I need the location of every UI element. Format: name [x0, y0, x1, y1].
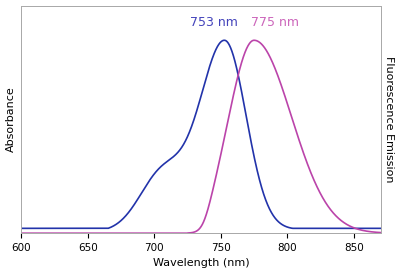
Y-axis label: Absorbance: Absorbance — [6, 87, 16, 152]
X-axis label: Wavelength (nm): Wavelength (nm) — [152, 258, 249, 269]
Text: 753 nm: 753 nm — [190, 16, 238, 29]
Text: 775 nm: 775 nm — [252, 16, 300, 29]
Y-axis label: Fluorescence Emission: Fluorescence Emission — [384, 56, 394, 182]
